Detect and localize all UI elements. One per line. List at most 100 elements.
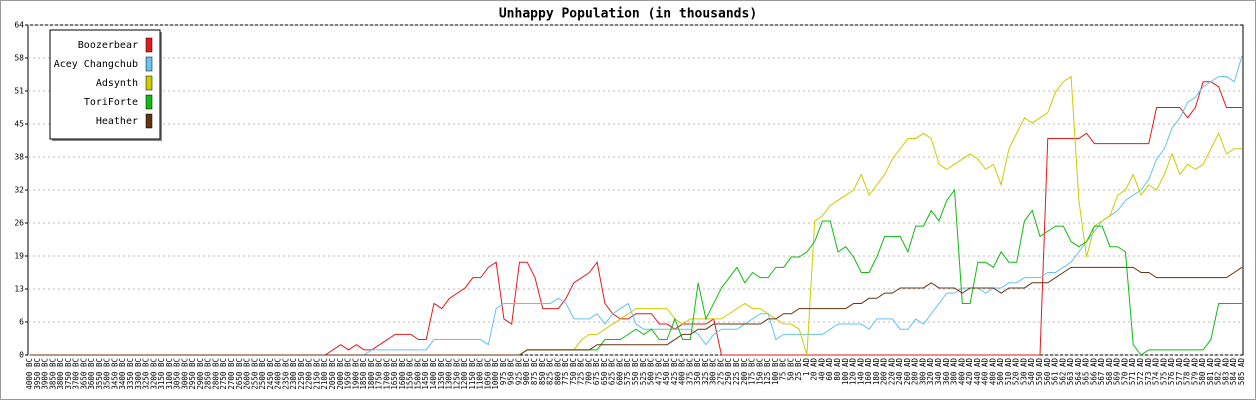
x-tick-label: 2950 BC bbox=[188, 358, 197, 390]
x-tick-label: 850 BC bbox=[538, 358, 547, 385]
y-tick-label: 26 bbox=[14, 219, 24, 228]
x-tick-label: 562 AD bbox=[1058, 358, 1067, 386]
x-tick-label: 825 BC bbox=[546, 358, 555, 385]
x-tick-label: 3200 BC bbox=[149, 358, 158, 390]
x-tick-label: 2550 BC bbox=[250, 358, 259, 390]
x-tick-label: 25 BC bbox=[794, 358, 803, 381]
x-tick-label: 585 AD bbox=[1237, 358, 1246, 386]
x-tick-label: 950 BC bbox=[507, 358, 516, 385]
x-tick-label: 225 BC bbox=[732, 358, 741, 385]
x-tick-label: 2500 BC bbox=[258, 358, 267, 390]
x-tick-label: 440 AD bbox=[973, 358, 982, 386]
x-tick-label: 1 AD bbox=[802, 358, 811, 377]
x-tick-label: 325 BC bbox=[701, 358, 710, 385]
x-tick-label: 3300 BC bbox=[134, 358, 143, 390]
x-tick-label: 275 BC bbox=[716, 358, 725, 385]
x-tick-label: 700 BC bbox=[584, 358, 593, 385]
x-tick-label: 550 BC bbox=[631, 358, 640, 385]
x-tick-label: 3050 BC bbox=[173, 358, 182, 390]
x-tick-label: 3550 BC bbox=[95, 358, 104, 390]
legend-swatch bbox=[145, 75, 153, 91]
legend-swatch bbox=[145, 56, 153, 72]
x-tick-label: 80 AD bbox=[833, 358, 842, 381]
x-tick-label: 50 BC bbox=[786, 358, 795, 381]
x-tick-label: 580 AD bbox=[1198, 358, 1207, 386]
x-tick-label: 600 BC bbox=[615, 358, 624, 385]
x-tick-label: 1500 BC bbox=[413, 358, 422, 390]
legend-label: Heather bbox=[96, 116, 138, 127]
x-tick-label: 567 AD bbox=[1097, 358, 1106, 386]
x-tick-label: 520 AD bbox=[1012, 358, 1021, 386]
x-tick-label: 175 BC bbox=[748, 358, 757, 385]
x-tick-label: 550 AD bbox=[1035, 358, 1044, 386]
x-tick-label: 2400 BC bbox=[274, 358, 283, 390]
x-tick-label: 583 AD bbox=[1221, 358, 1230, 386]
legend-label: Boozerbear bbox=[78, 40, 138, 51]
x-tick-label: 75 BC bbox=[779, 358, 788, 381]
legend: Boozerbear Acey Changchub Adsynth ToriForte… bbox=[49, 29, 162, 141]
x-tick-label: 575 AD bbox=[1159, 358, 1168, 386]
x-tick-label: 3900 BC bbox=[41, 358, 50, 390]
x-tick-label: 1050 BC bbox=[483, 358, 492, 390]
x-tick-label: 725 BC bbox=[577, 358, 586, 385]
x-tick-label: 280 AD bbox=[911, 358, 920, 386]
x-tick-label: 566 AD bbox=[1089, 358, 1098, 386]
x-tick-label: 300 BC bbox=[709, 358, 718, 385]
x-tick-label: 3150 BC bbox=[157, 358, 166, 390]
x-tick-label: 568 AD bbox=[1105, 358, 1114, 386]
x-tick-label: 500 AD bbox=[996, 358, 1005, 386]
x-tick-label: 260 AD bbox=[903, 358, 912, 386]
x-tick-label: 579 AD bbox=[1190, 358, 1199, 386]
x-tick-label: 60 AD bbox=[825, 358, 834, 381]
x-tick-label: 3950 BC bbox=[33, 358, 42, 390]
x-tick-label: 565 AD bbox=[1082, 358, 1091, 386]
x-tick-label: 575 BC bbox=[623, 358, 632, 385]
x-tick-label: 3250 BC bbox=[142, 358, 151, 390]
x-tick-label: 3450 BC bbox=[110, 358, 119, 390]
x-tick-label: 3600 BC bbox=[87, 358, 96, 390]
legend-label: ToriForte bbox=[84, 97, 138, 108]
x-tick-label: 200 AD bbox=[880, 358, 889, 386]
x-tick-label: 360 AD bbox=[942, 358, 951, 386]
x-tick-label: 250 BC bbox=[724, 358, 733, 385]
x-tick-label: 1150 BC bbox=[468, 358, 477, 390]
x-tick-label: 577 AD bbox=[1175, 358, 1184, 386]
x-tick-label: 2150 BC bbox=[312, 358, 321, 390]
x-tick-label: 2300 BC bbox=[289, 358, 298, 390]
x-tick-label: 1100 BC bbox=[476, 358, 485, 390]
x-tick-label: 570 AD bbox=[1120, 358, 1129, 386]
x-tick-label: 1750 BC bbox=[375, 358, 384, 390]
x-tick-label: 180 AD bbox=[872, 358, 881, 386]
x-tick-label: 2850 BC bbox=[204, 358, 213, 390]
x-tick-label: 375 BC bbox=[685, 358, 694, 385]
x-tick-label: 563 AD bbox=[1066, 358, 1075, 386]
x-tick-label: 573 AD bbox=[1144, 358, 1153, 386]
legend-swatch bbox=[145, 113, 153, 129]
x-tick-label: 100 BC bbox=[771, 358, 780, 385]
x-tick-label: 4000 BC bbox=[25, 358, 34, 390]
x-tick-label: 581 AD bbox=[1206, 358, 1215, 386]
x-tick-label: 582 AD bbox=[1214, 358, 1223, 386]
chart-title: Unhappy Population (in thousands) bbox=[499, 7, 757, 22]
x-tick-label: 2700 BC bbox=[227, 358, 236, 390]
x-tick-label: 2250 BC bbox=[297, 358, 306, 390]
x-tick-label: 1700 BC bbox=[382, 358, 391, 390]
plot-area bbox=[27, 24, 1244, 356]
x-tick-label: 420 AD bbox=[965, 358, 974, 386]
legend-label: Adsynth bbox=[96, 78, 138, 89]
x-tick-label: 3800 BC bbox=[56, 358, 65, 390]
x-tick-label: 3100 BC bbox=[165, 358, 174, 390]
x-tick-label: 2350 BC bbox=[281, 358, 290, 390]
x-tick-label: 3850 BC bbox=[48, 358, 57, 390]
y-tick-label: 32 bbox=[14, 186, 24, 195]
x-tick-label: 530 AD bbox=[1019, 358, 1028, 386]
x-tick-label: 320 AD bbox=[926, 358, 935, 386]
x-tick-label: 400 AD bbox=[957, 358, 966, 386]
x-tick-label: 525 BC bbox=[639, 358, 648, 385]
x-tick-label: 1900 BC bbox=[351, 358, 360, 390]
x-tick-label: 220 AD bbox=[887, 358, 896, 386]
x-tick-label: 100 AD bbox=[841, 358, 850, 386]
x-tick-label: 576 AD bbox=[1167, 358, 1176, 386]
